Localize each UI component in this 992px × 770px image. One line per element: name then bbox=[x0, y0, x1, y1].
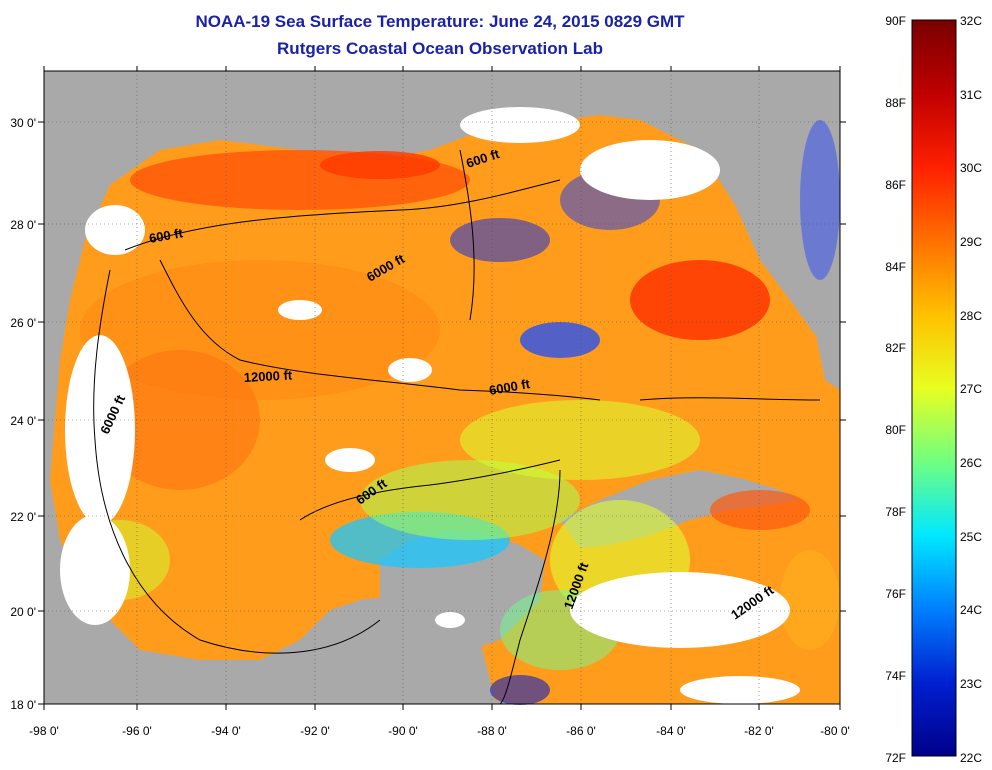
graticule bbox=[44, 71, 840, 704]
lon-label: -80 0' bbox=[820, 724, 850, 738]
map-frame bbox=[43, 70, 841, 705]
celsius-label: 31C bbox=[960, 88, 982, 102]
fahrenheit-label: 74F bbox=[885, 669, 906, 683]
map-title: NOAA-19 Sea Surface Temperature: June 24… bbox=[195, 12, 685, 31]
celsius-label: 29C bbox=[960, 235, 982, 249]
fahrenheit-label: 90F bbox=[885, 14, 906, 28]
colorbar-celsius-labels: 32C 31C 30C 29C 28C 27C 26C 25C 24C 23C … bbox=[960, 14, 982, 765]
lon-label: -94 0' bbox=[211, 724, 241, 738]
colorbar bbox=[911, 19, 957, 757]
lat-label: 18 0' bbox=[10, 698, 36, 712]
celsius-label: 23C bbox=[960, 677, 982, 691]
celsius-label: 26C bbox=[960, 456, 982, 470]
celsius-label: 24C bbox=[960, 603, 982, 617]
contour-label-600-west: 600 ft bbox=[148, 225, 185, 246]
lat-label: 24 0' bbox=[10, 414, 36, 428]
lat-label: 20 0' bbox=[10, 605, 36, 619]
lon-label: -96 0' bbox=[122, 724, 152, 738]
lon-label: -86 0' bbox=[566, 724, 596, 738]
lat-label: 30 0' bbox=[10, 116, 36, 130]
contour-label-6000-east: 6000 ft bbox=[488, 376, 532, 398]
bathymetry-contours bbox=[93, 149, 821, 705]
lat-label: 26 0' bbox=[10, 316, 36, 330]
fahrenheit-label: 86F bbox=[885, 178, 906, 192]
longitude-labels: -98 0' -96 0' -94 0' -92 0' -90 0' -88 0… bbox=[29, 724, 850, 738]
celsius-label: 22C bbox=[960, 751, 982, 765]
lat-label: 28 0' bbox=[10, 218, 36, 232]
cloud-mask bbox=[60, 107, 800, 704]
fahrenheit-label: 76F bbox=[885, 587, 906, 601]
contour-label-12000-center: 12000 ft bbox=[243, 367, 293, 385]
fahrenheit-label: 78F bbox=[885, 505, 906, 519]
celsius-label: 32C bbox=[960, 14, 982, 28]
fahrenheit-label: 82F bbox=[885, 341, 906, 355]
colorbar-fahrenheit-labels: 90F 88F 86F 84F 82F 80F 78F 76F 74F 72F bbox=[885, 14, 906, 765]
fahrenheit-label: 72F bbox=[885, 751, 906, 765]
lat-label: 22 0' bbox=[10, 510, 36, 524]
lon-label: -82 0' bbox=[744, 724, 774, 738]
celsius-label: 30C bbox=[960, 161, 982, 175]
map-subtitle: Rutgers Coastal Ocean Observation Lab bbox=[277, 39, 603, 58]
fahrenheit-label: 88F bbox=[885, 96, 906, 110]
lon-label: -84 0' bbox=[656, 724, 686, 738]
celsius-label: 25C bbox=[960, 530, 982, 544]
latitude-labels: 30 0' 28 0' 26 0' 24 0' 22 0' 20 0' 18 0… bbox=[10, 116, 36, 712]
celsius-label: 27C bbox=[960, 382, 982, 396]
fahrenheit-label: 84F bbox=[885, 260, 906, 274]
florida-land bbox=[720, 71, 840, 335]
lon-label: -88 0' bbox=[477, 724, 507, 738]
lon-label: -98 0' bbox=[29, 724, 59, 738]
lon-label: -92 0' bbox=[300, 724, 330, 738]
tick-marks bbox=[38, 66, 846, 710]
lon-label: -90 0' bbox=[388, 724, 418, 738]
celsius-label: 28C bbox=[960, 309, 982, 323]
fahrenheit-label: 80F bbox=[885, 423, 906, 437]
